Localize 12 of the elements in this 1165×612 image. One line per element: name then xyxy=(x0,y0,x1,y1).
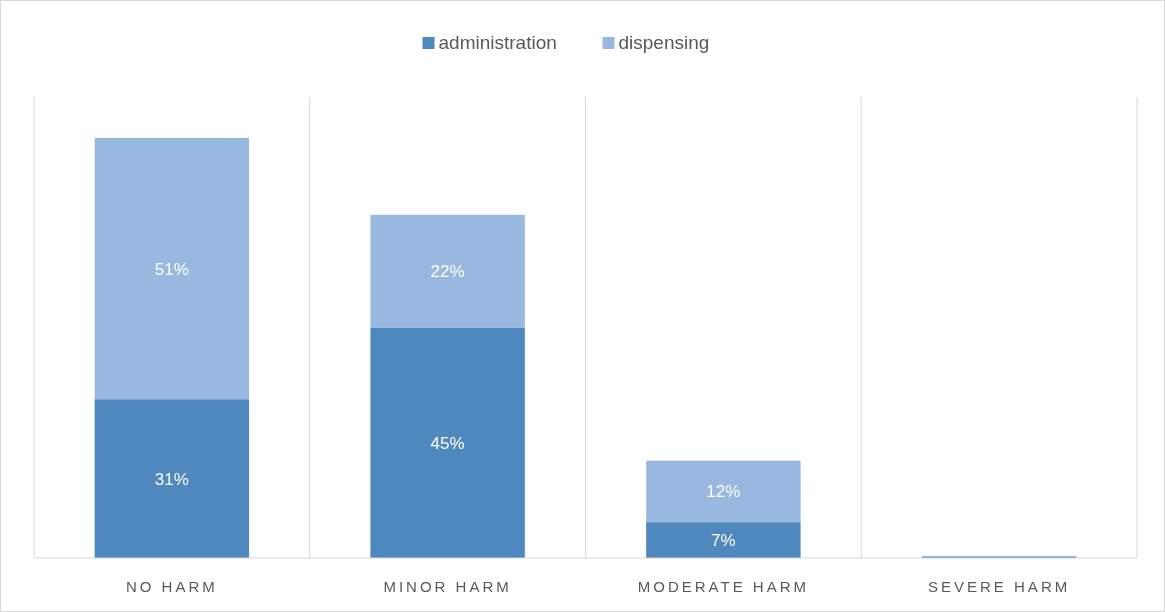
x-tick-label: NO HARM xyxy=(125,578,218,595)
data-label: 22% xyxy=(430,262,465,282)
data-label: 51% xyxy=(154,259,189,279)
data-label: 45% xyxy=(430,433,465,453)
legend-label: administration xyxy=(438,32,557,53)
x-tick-label: SEVERE HARM xyxy=(928,578,1071,595)
data-label: 31% xyxy=(154,469,189,489)
x-tick-label: MINOR HARM xyxy=(383,578,512,595)
data-label: 12% xyxy=(706,482,741,502)
x-tick-label: MODERATE HARM xyxy=(637,578,809,595)
legend-label: dispensing xyxy=(618,32,710,53)
data-label: 7% xyxy=(711,531,736,551)
